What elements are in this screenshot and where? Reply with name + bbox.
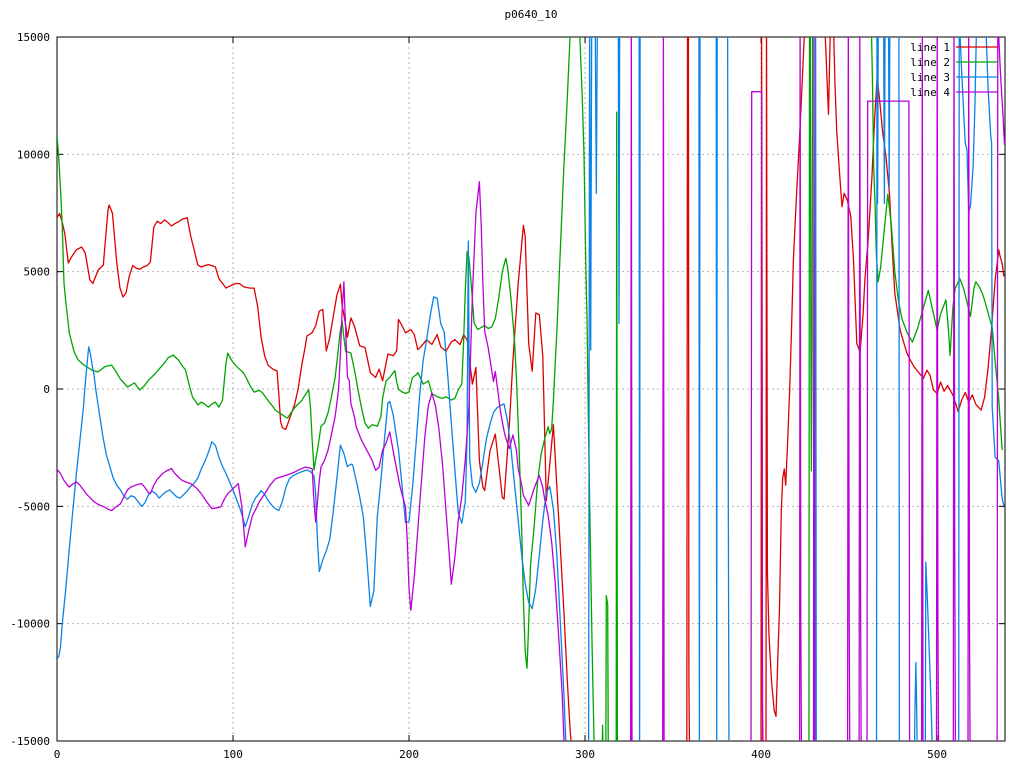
y-tick-label: -5000 <box>17 500 50 513</box>
y-tick-label: -15000 <box>10 735 50 748</box>
y-axis-tick-labels: -15000 -10000 -5000 0 5000 10000 15000 <box>10 31 50 748</box>
series-line-4 <box>57 37 1005 741</box>
x-tick-label: 300 <box>575 748 595 761</box>
legend-label: line 4 <box>910 86 950 99</box>
x-tick-label: 200 <box>399 748 419 761</box>
x-axis-tick-labels: 0 100 200 300 400 500 <box>54 748 947 761</box>
y-tick-label: 10000 <box>17 148 50 161</box>
legend-label: line 1 <box>910 41 950 54</box>
series-line-3 <box>57 37 1005 741</box>
y-tick-label: 15000 <box>17 31 50 44</box>
gridlines <box>57 37 1005 741</box>
legend: line 1 line 2 line 3 line 4 <box>910 41 998 99</box>
y-tick-label: -10000 <box>10 618 50 631</box>
x-tick-label: 100 <box>223 748 243 761</box>
chart-title: p0640_10 <box>505 8 558 21</box>
legend-label: line 2 <box>910 56 950 69</box>
data-series <box>57 37 1005 741</box>
y-tick-label: 0 <box>43 383 50 396</box>
x-tick-label: 0 <box>54 748 61 761</box>
series-line-1 <box>57 37 1005 741</box>
x-tick-label: 500 <box>927 748 947 761</box>
x-tick-label: 400 <box>751 748 771 761</box>
legend-label: line 3 <box>910 71 950 84</box>
y-tick-label: 5000 <box>24 266 51 279</box>
